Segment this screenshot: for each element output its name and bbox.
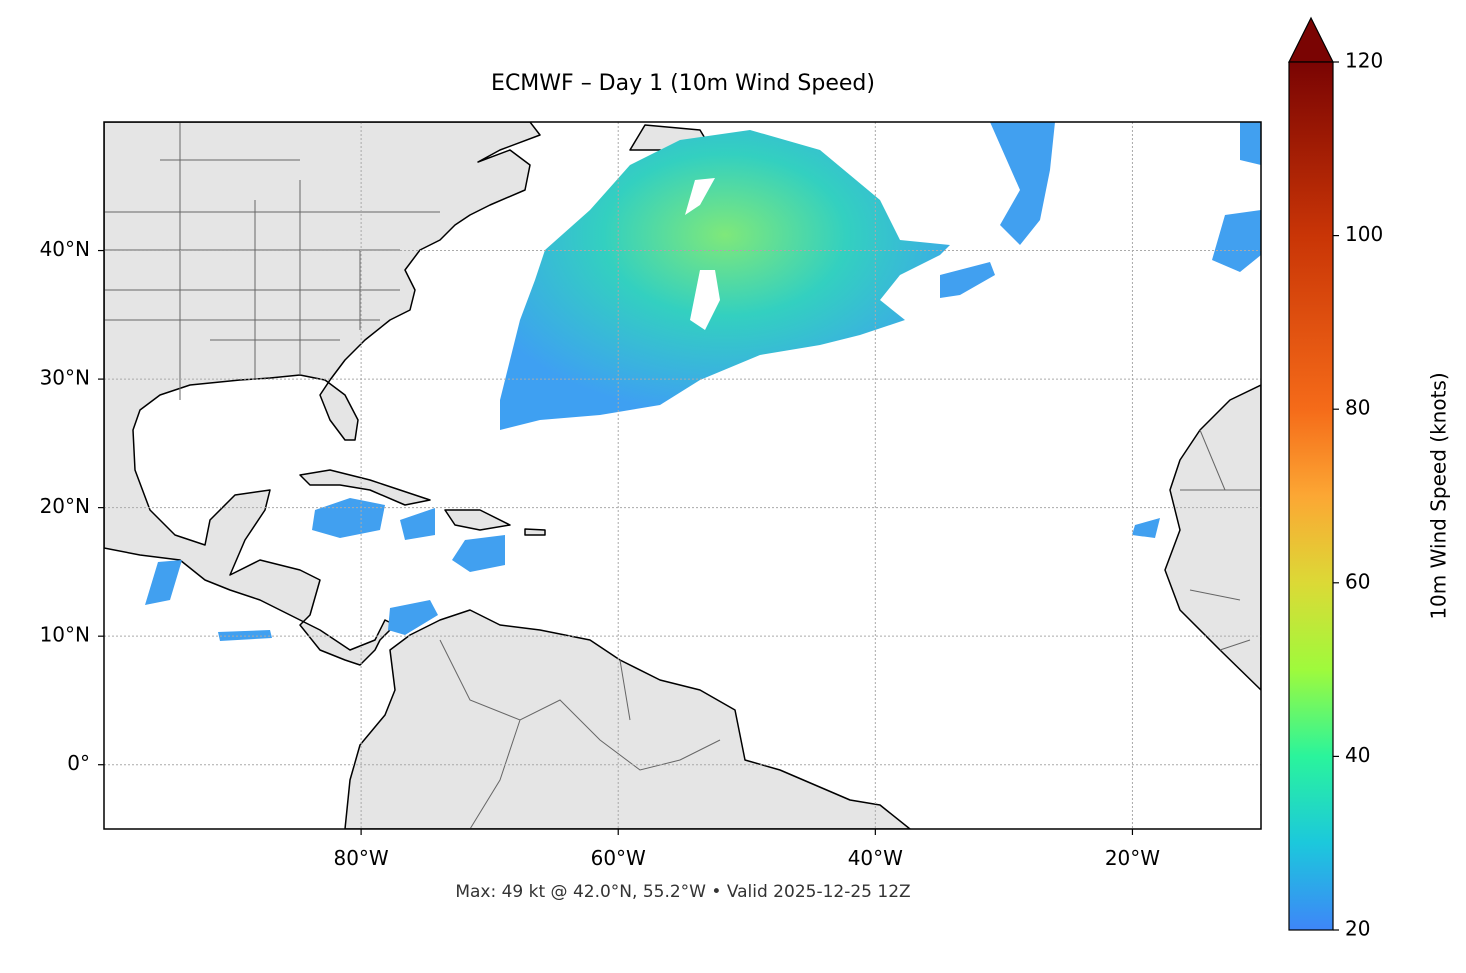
land	[104, 122, 1261, 829]
north-america	[104, 122, 541, 666]
wind-area	[312, 498, 385, 538]
wind-area	[452, 535, 505, 572]
map-area	[104, 122, 1261, 829]
colorbar-tick-label: 60	[1345, 569, 1370, 593]
x-tick-label: 80°W	[333, 846, 388, 870]
y-tick-label: 20°N	[40, 494, 90, 518]
wind-gap	[685, 178, 715, 215]
colorbar-tick-label: 40	[1345, 743, 1370, 767]
colorbar-scale	[1288, 61, 1334, 931]
map-title: ECMWF – Day 1 (10m Wind Speed)	[491, 71, 875, 96]
y-tick-label: 10°N	[40, 623, 90, 647]
colorbar-label: 10m Wind Speed (knots)	[1427, 372, 1451, 619]
borders	[104, 122, 1261, 829]
wind-area	[1132, 518, 1160, 538]
colorbar-tick-label: 120	[1345, 49, 1383, 73]
axis-ticks: 80°W 60°W 40°W 20°W 0° 10°N 20°N 30°N 40°N	[40, 237, 1161, 870]
grid	[104, 122, 1261, 829]
y-tick-label: 0°	[67, 751, 90, 775]
wind-area	[218, 630, 272, 641]
wind-patches	[145, 122, 1261, 641]
x-tick-label: 40°W	[848, 846, 903, 870]
map-frame	[103, 121, 1262, 830]
africa	[1164, 384, 1261, 691]
wind-area	[1212, 210, 1261, 272]
state-borders	[104, 122, 440, 400]
colorbar-extend	[1288, 16, 1334, 63]
x-tick-label: 60°W	[591, 846, 646, 870]
colorbar-tick-label: 20	[1345, 917, 1370, 941]
wind-area	[500, 130, 950, 430]
map-subtitle: Max: 49 kt @ 42.0°N, 55.2°W • Valid 2025…	[455, 882, 910, 902]
x-tick-label: 20°W	[1105, 846, 1160, 870]
y-tick-label: 30°N	[40, 366, 90, 390]
colorbar-tick-label: 100	[1345, 222, 1383, 246]
colorbar: 10m Wind Speed (knots) 20 40 60 80 100 120	[1288, 16, 1451, 941]
wind-gap	[690, 270, 720, 330]
colorbar-tick-label: 80	[1345, 396, 1370, 420]
country-borders	[439, 429, 1261, 829]
wind-area	[990, 122, 1055, 245]
wind-area	[1240, 122, 1261, 165]
y-tick-label: 40°N	[40, 237, 90, 261]
wind-field	[145, 122, 1261, 641]
cuba	[299, 469, 431, 506]
wind-area	[388, 600, 438, 635]
south-america	[344, 609, 911, 829]
wind-area	[940, 262, 995, 298]
puerto-rico	[524, 528, 546, 536]
hispaniola	[444, 509, 511, 531]
wind-area	[400, 508, 435, 540]
wind-area	[145, 560, 182, 605]
